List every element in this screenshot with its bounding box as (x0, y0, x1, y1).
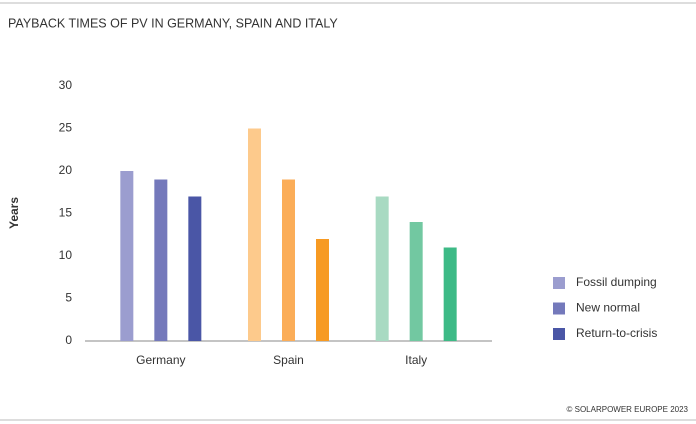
bar (443, 247, 457, 341)
y-tick-label: 0 (65, 333, 72, 347)
bar (282, 179, 295, 341)
y-tick-label: 25 (59, 121, 73, 135)
y-tick-label: 20 (59, 163, 73, 177)
bar (316, 239, 329, 341)
bar (375, 196, 389, 341)
source: © SOLARPOWER EUROPE 2023 (567, 405, 689, 414)
legend-label: Fossil dumping (576, 275, 657, 289)
y-axis-label: Years (7, 197, 21, 229)
y-tick-label: 30 (59, 78, 73, 92)
legend-swatch (553, 302, 565, 315)
chart-title: PAYBACK TIMES OF PV IN GERMANY, SPAIN AN… (8, 16, 338, 30)
x-tick-label: Spain (273, 353, 304, 367)
bar (248, 128, 261, 341)
y-tick-label: 5 (65, 291, 72, 305)
y-tick-label: 15 (59, 206, 73, 220)
bar (154, 179, 168, 341)
x-tick-label: Italy (405, 353, 427, 367)
legend-swatch (553, 277, 565, 289)
bar (409, 222, 423, 341)
legend-label: New normal (576, 301, 640, 315)
legend-label: Return-to-crisis (576, 326, 657, 340)
y-tick-label: 10 (59, 248, 73, 262)
bar (188, 196, 202, 341)
bar (120, 171, 134, 341)
legend-swatch (553, 328, 565, 340)
x-tick-label: Germany (136, 353, 185, 367)
